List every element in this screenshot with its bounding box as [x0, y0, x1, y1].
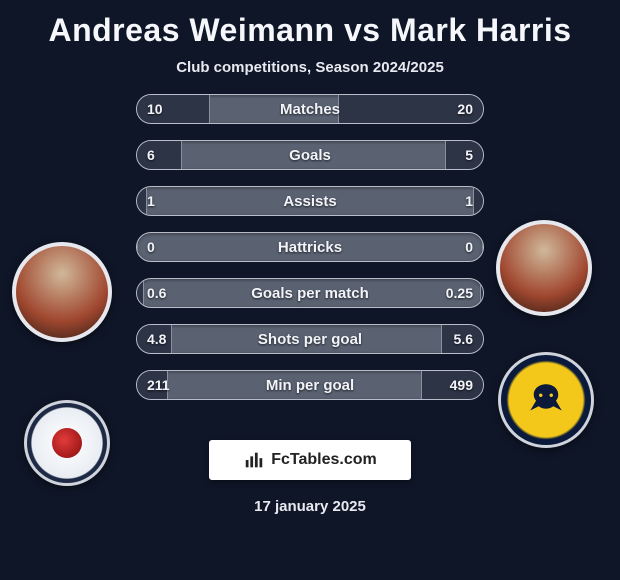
subtitle: Club competitions, Season 2024/2025: [0, 59, 620, 76]
stat-label: Goals per match: [137, 279, 483, 307]
title-vs: vs: [344, 12, 381, 48]
stat-label: Goals: [137, 141, 483, 169]
brand-box: FcTables.com: [209, 440, 411, 480]
avatar-left: [12, 242, 112, 342]
stat-label: Hattricks: [137, 233, 483, 261]
stat-bar: 1020Matches: [136, 94, 484, 124]
stat-label: Min per goal: [137, 371, 483, 399]
stat-bar: 00Hattricks: [136, 232, 484, 262]
comparison-infographic: Andreas Weimann vs Mark Harris Club comp…: [0, 0, 620, 580]
title-player-left: Andreas Weimann: [48, 12, 334, 48]
ox-head-icon: [525, 379, 567, 421]
bars-region: 1020Matches 65Goals 11Assists 00Hattricks 0.…: [0, 94, 620, 400]
stat-label: Assists: [137, 187, 483, 215]
avatar-right: [496, 220, 592, 316]
stat-bar: 0.60.25Goals per match: [136, 278, 484, 308]
title-player-right: Mark Harris: [390, 12, 572, 48]
club-badge-left: [24, 400, 110, 486]
page-title: Andreas Weimann vs Mark Harris: [0, 12, 620, 49]
brand-text: FcTables.com: [271, 451, 377, 469]
stat-bar: 4.85.6Shots per goal: [136, 324, 484, 354]
stat-bar: 211499Min per goal: [136, 370, 484, 400]
club-badge-right: [498, 352, 594, 448]
stat-bar: 11Assists: [136, 186, 484, 216]
bar-chart-icon: [243, 449, 265, 471]
stat-label: Matches: [137, 95, 483, 123]
stat-bar: 65Goals: [136, 140, 484, 170]
stat-label: Shots per goal: [137, 325, 483, 353]
date-text: 17 january 2025: [0, 498, 620, 515]
